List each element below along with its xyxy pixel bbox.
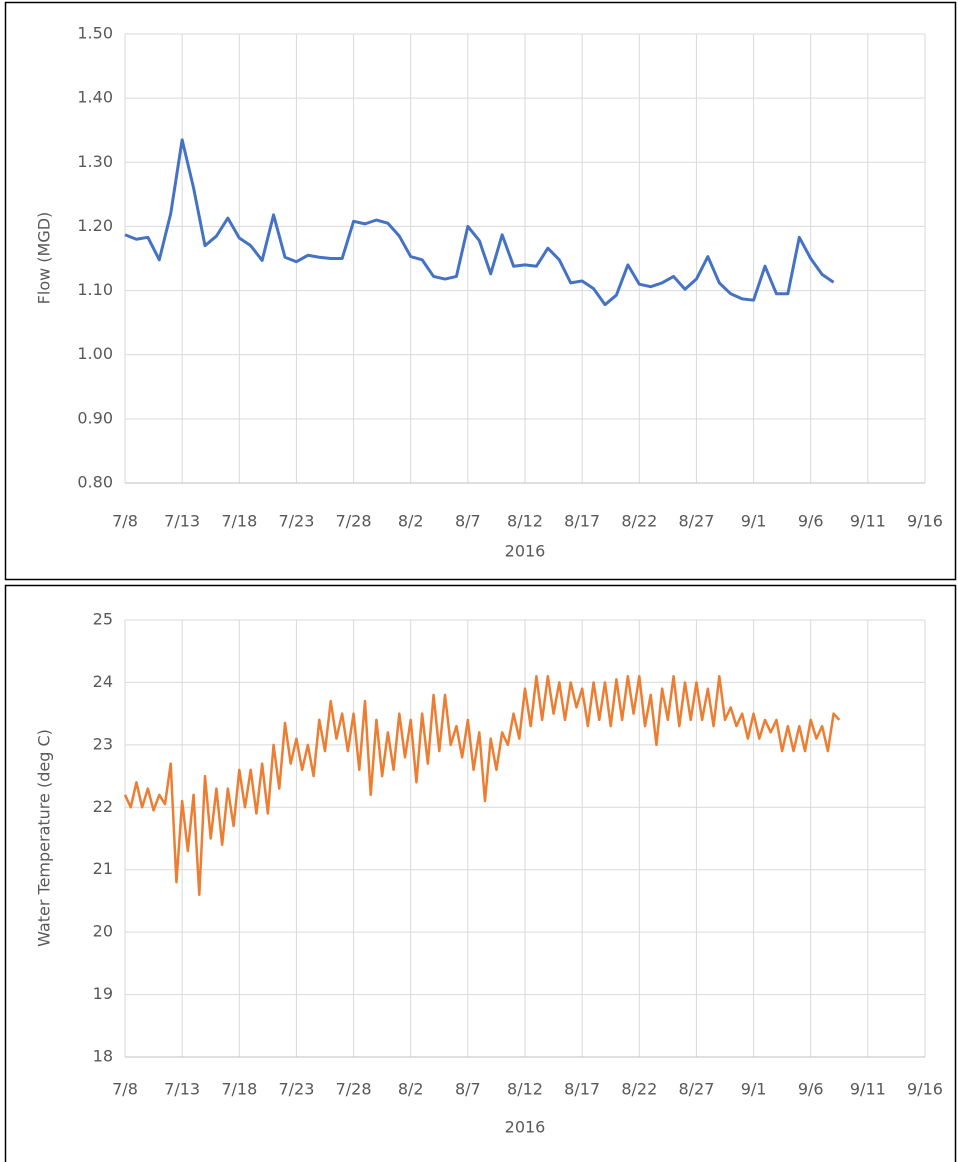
x-tick-label: 7/28 xyxy=(336,512,372,531)
x-tick-label: 9/6 xyxy=(798,1080,824,1099)
x-tick-label: 7/23 xyxy=(278,1080,314,1099)
x-tick-label: 8/22 xyxy=(621,512,657,531)
y-tick-label: 22 xyxy=(93,797,113,816)
bottom-panel-border xyxy=(4,584,957,1162)
x-tick-label: 7/13 xyxy=(164,1080,200,1099)
x-tick-label: 8/27 xyxy=(678,1080,714,1099)
x-tick-label: 8/2 xyxy=(398,512,424,531)
y-tick-label: 1.30 xyxy=(77,152,113,171)
y-tick-label: 23 xyxy=(93,734,113,753)
x-tick-label: 8/12 xyxy=(507,1080,543,1099)
x-tick-label: 8/27 xyxy=(678,512,714,531)
y-axis-title: Water Temperature (deg C) xyxy=(35,729,54,947)
x-tick-label: 9/11 xyxy=(850,1080,886,1099)
x-tick-label: 7/23 xyxy=(278,512,314,531)
x-tick-label: 9/1 xyxy=(741,512,767,531)
y-tick-label: 0.90 xyxy=(77,408,113,427)
y-tick-label: 1.10 xyxy=(77,280,113,299)
x-tick-label: 7/13 xyxy=(164,512,200,531)
x-tick-label: 9/16 xyxy=(907,512,943,531)
y-tick-label: 1.50 xyxy=(77,24,113,43)
top-panel-border xyxy=(4,1,957,581)
x-tick-label: 8/12 xyxy=(507,512,543,531)
data-line xyxy=(124,138,835,307)
y-tick-label: 0.80 xyxy=(77,473,113,492)
x-tick-label: 9/16 xyxy=(907,1080,943,1099)
y-tick-label: 25 xyxy=(93,610,113,629)
data-line xyxy=(123,674,841,896)
x-tick-label: 7/18 xyxy=(221,1080,257,1099)
x-axis-title: 2016 xyxy=(505,1118,546,1137)
x-tick-label: 9/11 xyxy=(850,512,886,531)
x-tick-label: 7/8 xyxy=(112,512,138,531)
x-tick-label: 8/7 xyxy=(455,512,481,531)
y-tick-label: 1.20 xyxy=(77,216,113,235)
x-tick-label: 7/28 xyxy=(336,1080,372,1099)
x-tick-label: 8/17 xyxy=(564,1080,600,1099)
x-tick-label: 9/6 xyxy=(798,512,824,531)
y-tick-label: 1.00 xyxy=(77,344,113,363)
x-tick-label: 8/7 xyxy=(455,1080,481,1099)
y-tick-label: 24 xyxy=(93,672,113,691)
x-tick-label: 7/8 xyxy=(112,1080,138,1099)
x-tick-label: 7/18 xyxy=(221,512,257,531)
x-tick-label: 8/2 xyxy=(398,1080,424,1099)
y-axis-title: Flow (MGD) xyxy=(35,212,54,305)
x-tick-label: 8/17 xyxy=(564,512,600,531)
x-tick-label: 9/1 xyxy=(741,1080,767,1099)
y-tick-label: 1.40 xyxy=(77,88,113,107)
x-axis-title: 2016 xyxy=(505,542,546,561)
y-tick-label: 20 xyxy=(93,922,113,941)
y-tick-label: 18 xyxy=(93,1047,113,1066)
y-tick-label: 19 xyxy=(93,984,113,1003)
x-tick-label: 8/22 xyxy=(621,1080,657,1099)
y-tick-label: 21 xyxy=(93,859,113,878)
